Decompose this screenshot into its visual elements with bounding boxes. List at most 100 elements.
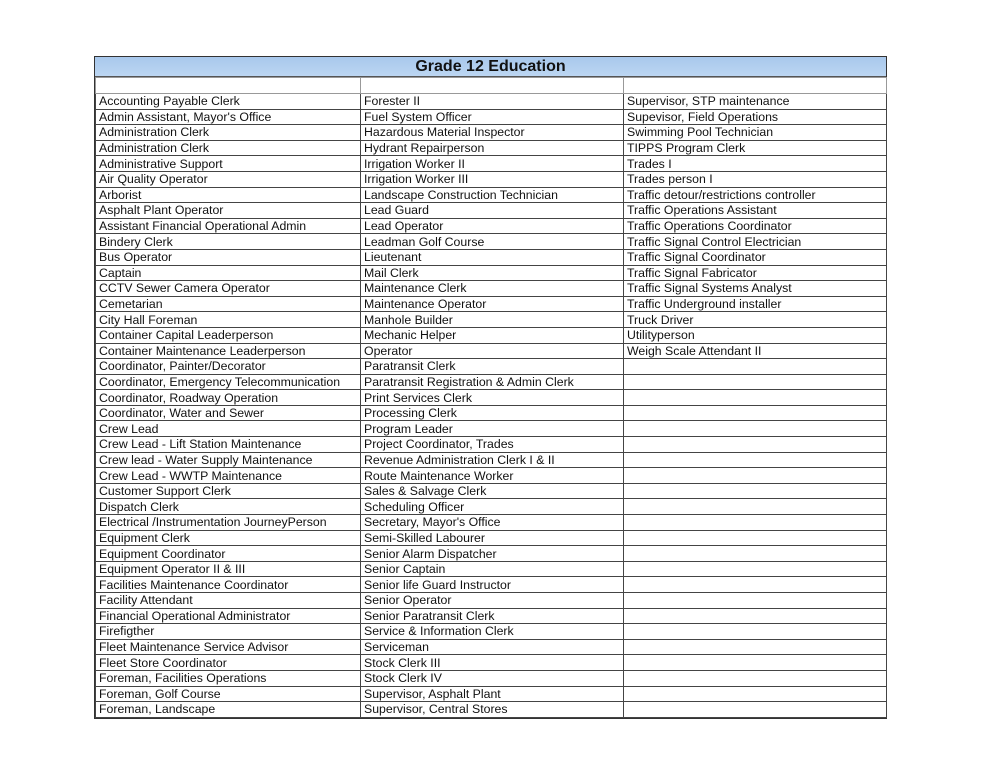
job-title-cell: Maintenance Clerk <box>360 280 624 297</box>
job-title-cell: Air Quality Operator <box>95 170 361 188</box>
table-row: Firefigther Service & Information Clerk <box>95 623 887 640</box>
table-row: Foreman, Facilities Operations Stock Cler… <box>95 669 887 687</box>
job-title-cell: Paratransit Clerk <box>360 358 624 375</box>
job-title-cell: Leadman Golf Course <box>360 233 624 250</box>
job-title-cell: Coordinator, Roadway Operation <box>95 389 361 406</box>
job-title-cell: Irrigation Worker III <box>360 170 624 188</box>
job-title-cell: Traffic Operations Coordinator <box>623 217 887 235</box>
job-title-cell: Customer Support Clerk <box>95 482 361 500</box>
job-title-cell: Crew lead - Water Supply Maintenance <box>95 451 361 469</box>
job-title-cell <box>623 498 887 516</box>
table-row: Coordinator, Water and Sewer Processing C… <box>95 404 887 422</box>
job-title-cell: Supervisor, Asphalt Plant <box>360 685 624 703</box>
job-title-cell: Facility Attendant <box>95 592 361 609</box>
table-row: City Hall Foreman Manhole Builder Truck Dr… <box>95 311 887 328</box>
job-title-cell: Electrical /Instrumentation JourneyPerso… <box>95 514 361 531</box>
job-title-cell: Traffic Signal Coordinator <box>623 248 887 266</box>
job-title-cell: Lead Operator <box>360 217 624 235</box>
job-title-cell: Semi-Skilled Labourer <box>360 529 624 547</box>
job-title-cell <box>623 389 887 406</box>
table-row: Bus Operator Lieutenant Traffic Signal Coo… <box>95 248 887 266</box>
job-title-cell: Bus Operator <box>95 248 361 266</box>
blank-row <box>95 77 887 94</box>
job-title-cell: Financial Operational Administrator <box>95 607 361 625</box>
job-title-cell <box>623 404 887 422</box>
job-title-cell: Accounting Payable Clerk <box>95 93 361 110</box>
table-row: Foreman, Landscape Supervisor, Central St… <box>95 701 887 718</box>
job-title-cell <box>623 420 887 438</box>
job-title-cell: Administration Clerk <box>95 139 361 157</box>
job-title-cell: Traffic detour/restrictions controller <box>623 186 887 204</box>
job-title-cell: Facilities Maintenance Coordinator <box>95 576 361 593</box>
table-row: Crew Lead - Lift Station Maintenance Proj… <box>95 436 887 453</box>
job-title-cell: Captain <box>95 264 361 282</box>
job-title-cell: Arborist <box>95 186 361 204</box>
job-title-cell: Forester II <box>360 93 624 110</box>
job-title-cell: Traffic Signal Systems Analyst <box>623 280 887 297</box>
job-title-cell: Fleet Maintenance Service Advisor <box>95 638 361 656</box>
job-title-cell: Hazardous Material Inspector <box>360 124 624 141</box>
job-title-cell <box>623 669 887 687</box>
job-title-cell: Swimming Pool Technician <box>623 124 887 141</box>
job-title-cell: Scheduling Officer <box>360 498 624 516</box>
job-title-cell: Dispatch Clerk <box>95 498 361 516</box>
job-grid: Accounting Payable Clerk Forester II Super… <box>95 77 887 718</box>
table-row: Container Capital Leaderperson Mechanic H… <box>95 326 887 344</box>
job-title-cell: Crew Lead <box>95 420 361 438</box>
job-title-cell: Bindery Clerk <box>95 233 361 250</box>
table-row: Crew lead - Water Supply Maintenance Reve… <box>95 451 887 469</box>
job-title-cell: Service & Information Clerk <box>360 623 624 640</box>
table-row: Coordinator, Roadway Operation Print Serv… <box>95 389 887 406</box>
job-title-cell: Traffic Operations Assistant <box>623 202 887 219</box>
table-row: Arborist Landscape Construction Technicia… <box>95 186 887 204</box>
table-row: Facility Attendant Senior Operator <box>95 592 887 609</box>
table-row: Admin Assistant, Mayor's Office Fuel Syst… <box>95 108 887 126</box>
job-title-cell: Truck Driver <box>623 311 887 328</box>
job-title-cell: Supervisor, STP maintenance <box>623 93 887 110</box>
job-title-cell: Weigh Scale Attendant II <box>623 342 887 360</box>
job-title-cell: Firefigther <box>95 623 361 640</box>
job-title-cell: Print Services Clerk <box>360 389 624 406</box>
table-row: Cemetarian Maintenance Operator Traffic Un… <box>95 295 887 313</box>
table-row: Fleet Store Coordinator Stock Clerk III <box>95 654 887 671</box>
job-title-cell <box>623 623 887 640</box>
job-title-cell: Foreman, Facilities Operations <box>95 669 361 687</box>
job-title-cell: Administration Clerk <box>95 124 361 141</box>
job-title-cell: Senior Operator <box>360 592 624 609</box>
job-title-cell: Crew Lead - Lift Station Maintenance <box>95 436 361 453</box>
job-title-cell: Serviceman <box>360 638 624 656</box>
job-title-cell: Coordinator, Emergency Telecommunication <box>95 373 361 391</box>
table-row: Captain Mail Clerk Traffic Signal Fabricat… <box>95 264 887 282</box>
job-title-cell: TIPPS Program Clerk <box>623 139 887 157</box>
table-row: Bindery Clerk Leadman Golf Course Traffic … <box>95 233 887 250</box>
job-title-cell: Trades person I <box>623 170 887 188</box>
job-title-cell: Equipment Operator II & III <box>95 560 361 578</box>
job-title-cell <box>623 654 887 671</box>
job-title-cell <box>623 701 887 718</box>
job-title-cell: Foreman, Golf Course <box>95 685 361 703</box>
job-title-cell: Supevisor, Field Operations <box>623 108 887 126</box>
job-title-cell: Landscape Construction Technician <box>360 186 624 204</box>
job-title-cell <box>623 373 887 391</box>
job-title-cell: Processing Clerk <box>360 404 624 422</box>
table-row: Equipment Coordinator Senior Alarm Dispat… <box>95 545 887 562</box>
job-title-cell <box>623 638 887 656</box>
table-row: CCTV Sewer Camera Operator Maintenance Cl… <box>95 280 887 297</box>
job-title-cell: Sales & Salvage Clerk <box>360 482 624 500</box>
job-title-cell: Operator <box>360 342 624 360</box>
job-title-cell: Asphalt Plant Operator <box>95 202 361 219</box>
table-row: Crew Lead Program Leader <box>95 420 887 438</box>
table-row: Coordinator, Painter/Decorator Paratransi… <box>95 358 887 375</box>
job-title-cell: Coordinator, Water and Sewer <box>95 404 361 422</box>
job-title-cell: Lead Guard <box>360 202 624 219</box>
job-title-cell: Senior Paratransit Clerk <box>360 607 624 625</box>
job-title-cell: Traffic Underground installer <box>623 295 887 313</box>
job-title-cell: Container Maintenance Leaderperson <box>95 342 361 360</box>
job-title-cell: Hydrant Repairperson <box>360 139 624 157</box>
job-title-cell <box>623 451 887 469</box>
job-title-cell <box>623 514 887 531</box>
table-row: Facilities Maintenance Coordinator Senior… <box>95 576 887 593</box>
table-row: Electrical /Instrumentation JourneyPerso… <box>95 514 887 531</box>
job-title-cell: Senior Captain <box>360 560 624 578</box>
job-title-cell <box>623 592 887 609</box>
